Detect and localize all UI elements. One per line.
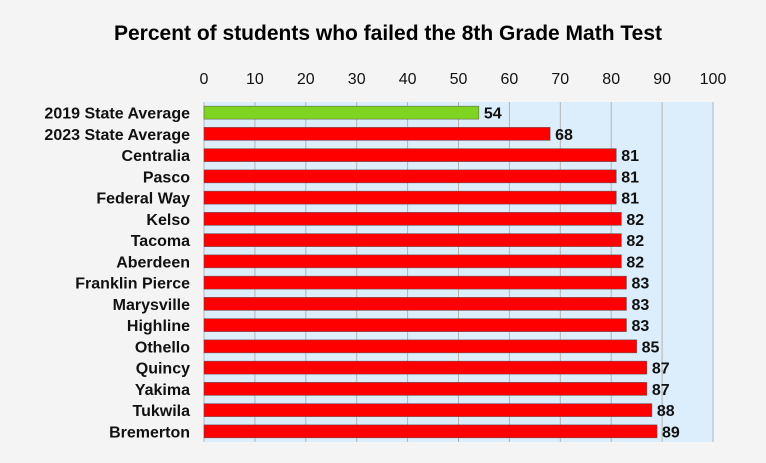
data-label: 88 (657, 403, 675, 420)
category-label: Tacoma (131, 233, 190, 250)
data-label: 81 (621, 148, 639, 165)
data-label: 82 (626, 212, 644, 229)
x-tick-label: 20 (297, 71, 315, 88)
category-label: Othello (135, 339, 190, 356)
data-label: 68 (555, 127, 573, 144)
bar (203, 318, 627, 332)
category-labels: 2019 State Average 2023 State Average Cent… (44, 106, 190, 442)
category-label: Pasco (143, 169, 190, 186)
data-label: 81 (621, 191, 639, 208)
bar (203, 190, 617, 205)
bar (203, 105, 480, 120)
category-label: Bremerton (109, 424, 190, 441)
bar (203, 148, 617, 162)
x-tick-label: 10 (246, 71, 264, 88)
bar (203, 339, 637, 354)
x-tick-label: 30 (348, 71, 366, 88)
bar (203, 233, 622, 247)
x-axis-ticks: 0 10 20 30 40 50 60 70 80 90 100 (200, 71, 727, 88)
category-label: Kelso (146, 212, 190, 229)
x-tick-label: 80 (602, 71, 620, 88)
value-labels: 54 68 81 81 81 82 82 82 83 83 83 85 87 87 88 89 (484, 106, 680, 442)
x-tick-label: 90 (653, 71, 671, 88)
category-label: Federal Way (96, 191, 190, 208)
bar (203, 127, 551, 141)
data-label: 83 (631, 276, 649, 293)
data-label: 83 (631, 297, 649, 314)
x-tick-label: 100 (700, 71, 727, 88)
category-label: Quincy (136, 361, 190, 378)
data-label: 89 (662, 424, 680, 441)
category-label: 2019 State Average (44, 106, 190, 123)
category-label: Centralia (122, 148, 191, 165)
x-tick-label: 60 (501, 71, 519, 88)
category-label: Yakima (135, 382, 190, 399)
x-tick-label: 70 (551, 71, 569, 88)
data-label: 82 (626, 254, 644, 271)
data-label: 54 (484, 106, 502, 123)
bar (203, 169, 617, 184)
data-label: 87 (652, 361, 670, 378)
data-label: 83 (631, 318, 649, 335)
x-tick-label: 50 (450, 71, 468, 88)
data-label: 82 (626, 233, 644, 250)
bars (203, 105, 658, 439)
category-label: Marysville (113, 297, 190, 314)
bar (203, 424, 658, 439)
bar (203, 360, 648, 375)
category-label: Highline (127, 318, 190, 335)
bar (203, 275, 627, 290)
chart-title: Percent of students who failed the 8th G… (114, 22, 662, 45)
data-label: 87 (652, 382, 670, 399)
data-label: 85 (642, 339, 660, 356)
category-label: 2023 State Average (44, 127, 190, 144)
bar (203, 254, 622, 269)
x-tick-label: 0 (200, 71, 209, 88)
category-label: Franklin Pierce (75, 276, 190, 293)
bar (203, 212, 622, 226)
category-label: Aberdeen (116, 254, 190, 271)
bar (203, 382, 648, 396)
bar (203, 403, 653, 417)
bar (203, 297, 627, 311)
data-label: 81 (621, 169, 639, 186)
category-label: Tukwila (133, 403, 191, 420)
x-tick-label: 40 (399, 71, 417, 88)
